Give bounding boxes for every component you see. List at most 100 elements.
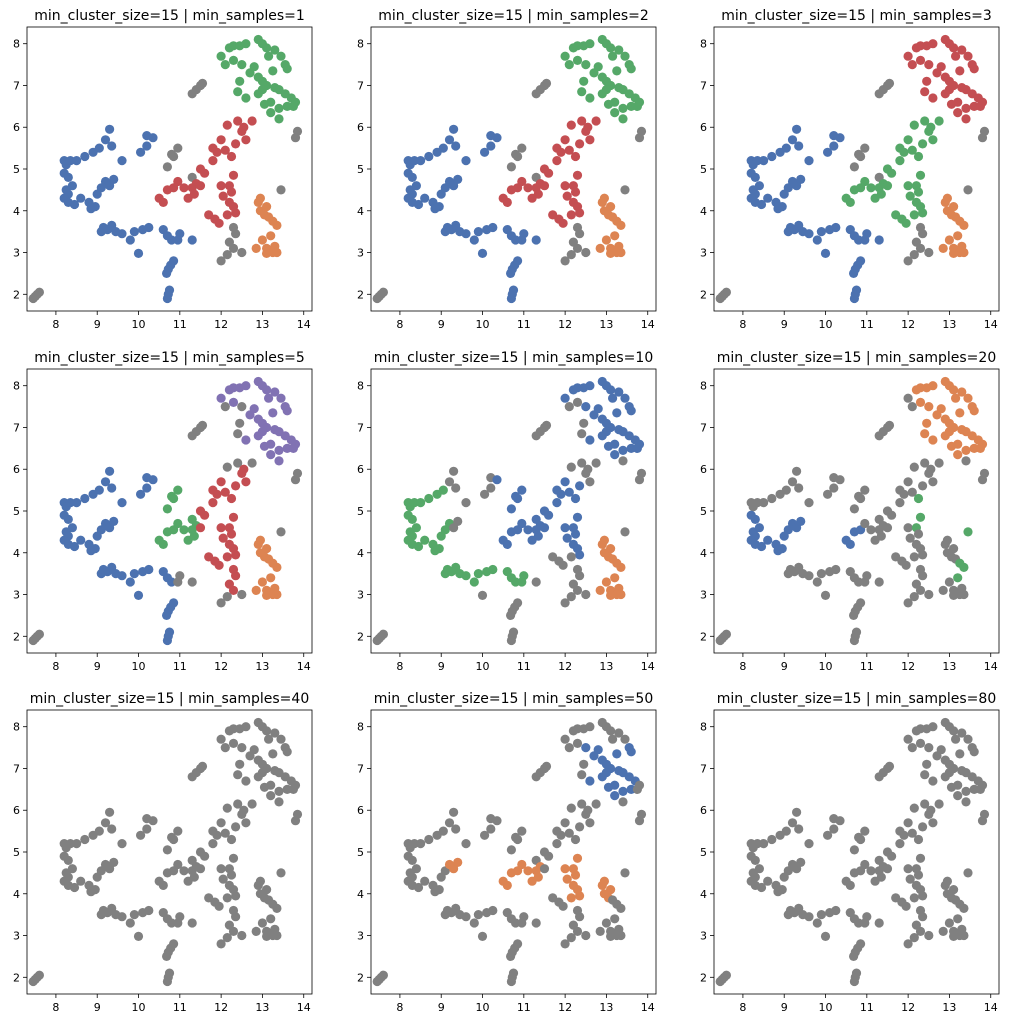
x-tick-label: 9 <box>781 318 788 331</box>
data-point <box>572 738 583 749</box>
data-point <box>560 939 570 949</box>
data-point <box>63 172 73 182</box>
data-point <box>224 920 234 930</box>
data-point <box>946 441 957 451</box>
data-point <box>109 857 119 868</box>
data-point <box>560 864 570 874</box>
y-tick-label: 2 <box>700 630 707 643</box>
y-tick-label: 7 <box>700 421 707 434</box>
data-point <box>951 393 961 403</box>
data-point <box>517 859 527 870</box>
data-point <box>241 39 251 49</box>
data-point <box>129 910 139 920</box>
y-tick-label: 5 <box>13 163 20 176</box>
data-point <box>259 99 270 109</box>
data-point <box>975 101 986 111</box>
data-point <box>255 193 265 203</box>
data-point <box>117 912 127 922</box>
data-point <box>228 564 239 575</box>
data-point <box>577 429 587 439</box>
data-point <box>222 592 232 602</box>
data-point <box>907 828 917 838</box>
data-point <box>105 124 115 134</box>
data-point <box>473 910 483 920</box>
data-point <box>272 930 282 941</box>
data-point <box>469 918 479 928</box>
data-point <box>69 541 80 552</box>
data-point <box>539 847 550 857</box>
data-point <box>944 918 955 928</box>
data-point <box>292 809 303 820</box>
data-point <box>909 120 919 130</box>
data-point <box>231 208 241 218</box>
data-point <box>407 514 417 525</box>
y-tick-label: 5 <box>13 846 20 859</box>
data-point <box>866 183 876 193</box>
data-point <box>179 525 189 535</box>
data-point <box>125 235 135 245</box>
data-point <box>224 579 234 589</box>
data-point <box>884 420 895 430</box>
data-point <box>934 799 944 809</box>
y-tick-label: 7 <box>357 762 364 775</box>
data-point <box>222 552 232 562</box>
y-tick-label: 3 <box>700 589 707 602</box>
x-tick-label: 8 <box>739 1001 746 1014</box>
data-point <box>572 853 583 863</box>
data-point <box>959 930 969 941</box>
x-tick-label: 9 <box>438 318 445 331</box>
data-point <box>963 527 973 537</box>
data-point <box>773 887 783 897</box>
data-point <box>895 839 905 849</box>
data-point <box>884 761 895 772</box>
data-point <box>944 577 955 587</box>
data-point <box>882 506 893 516</box>
data-point <box>220 60 230 70</box>
data-point <box>860 176 870 187</box>
data-point <box>944 235 955 245</box>
x-tick-label: 12 <box>901 1001 915 1014</box>
data-point <box>506 845 516 855</box>
data-point <box>541 420 552 430</box>
data-point <box>636 126 647 136</box>
x-tick-label: 11 <box>860 1001 874 1014</box>
data-point <box>272 247 282 258</box>
data-point <box>918 822 928 832</box>
data-point <box>117 229 127 239</box>
data-point <box>411 864 421 874</box>
data-point <box>513 834 523 845</box>
data-point <box>416 839 426 849</box>
data-point <box>845 539 855 550</box>
data-point <box>270 387 280 397</box>
data-point <box>80 834 90 845</box>
data-point <box>233 770 243 780</box>
data-point <box>519 912 529 922</box>
data-point <box>938 926 948 937</box>
data-point <box>922 418 932 428</box>
data-point <box>794 483 804 493</box>
data-point <box>562 874 572 884</box>
data-point <box>67 181 77 191</box>
x-tick-label: 11 <box>517 318 531 331</box>
data-point <box>158 880 168 891</box>
data-point <box>577 87 587 97</box>
data-point <box>268 408 278 418</box>
data-point <box>599 876 610 886</box>
data-point <box>262 202 272 212</box>
data-point <box>162 845 172 855</box>
y-tick-label: 6 <box>13 804 20 817</box>
y-tick-label: 4 <box>357 888 364 901</box>
data-point <box>430 887 440 897</box>
data-point <box>924 589 934 600</box>
data-point <box>416 498 426 508</box>
data-point <box>564 402 574 412</box>
data-point <box>583 122 593 132</box>
data-point <box>444 477 455 487</box>
data-point <box>928 477 938 487</box>
y-tick-label: 8 <box>357 38 364 51</box>
data-point <box>453 516 463 527</box>
x-tick-label: 14 <box>984 318 998 331</box>
data-point <box>823 147 833 157</box>
data-point <box>909 893 919 903</box>
data-point <box>909 462 919 472</box>
